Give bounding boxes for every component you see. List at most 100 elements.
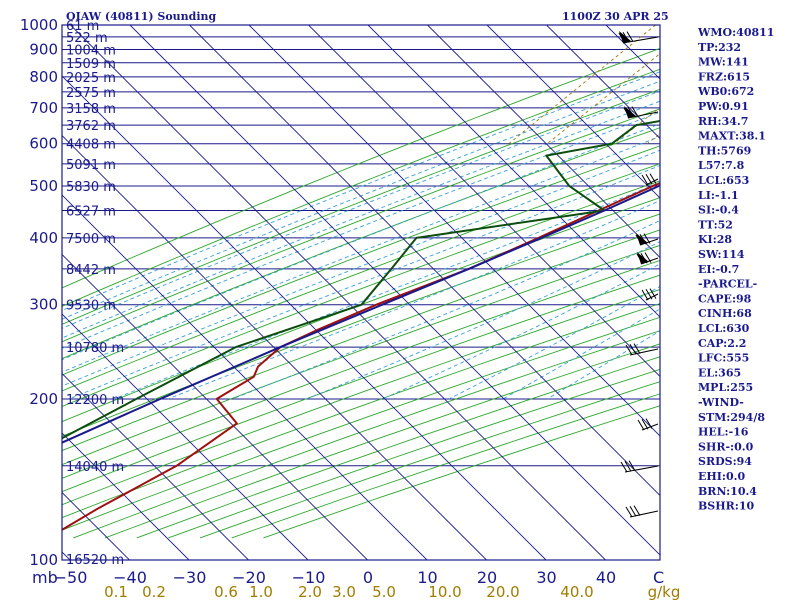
index-value: TP:232 xyxy=(698,41,741,54)
isotherm-20 xyxy=(486,25,660,199)
moist-adiabat-12 xyxy=(69,164,660,400)
index-value: RH:34.7 xyxy=(698,115,748,128)
isotherm-10 xyxy=(427,25,660,259)
temperature-axis-labels: −50 −40 −30 −20 −10 0 10 20 30 40 xyxy=(54,568,617,587)
moist-adiabat-4 xyxy=(62,135,660,373)
dry-adiabat-90 xyxy=(62,259,660,479)
index-value: -PARCEL- xyxy=(698,278,757,291)
index-value: EI:-0.7 xyxy=(698,263,739,276)
mixing-ratio-label: 40.0 xyxy=(560,583,593,600)
mixing-ratio-label: 0.1 xyxy=(104,583,128,600)
dry-adiabat--30 xyxy=(62,47,660,289)
dry-adiabat-20 xyxy=(62,145,660,376)
sounding-profiles xyxy=(62,120,660,531)
pressure-tick-label: 900 xyxy=(29,40,58,58)
isotherm--50 xyxy=(70,25,606,560)
height-label: 14040 m xyxy=(66,460,124,475)
index-value: BRN:10.4 xyxy=(698,485,757,498)
mixing-ratio-label: 2.0 xyxy=(298,583,322,600)
isotherm--150 xyxy=(0,25,11,560)
wind-barb xyxy=(625,505,659,518)
isotherm--70 xyxy=(62,134,487,560)
pressure-tick-label: 100 xyxy=(29,551,58,569)
height-label: 12200 m xyxy=(66,393,124,408)
index-value: FRZ:615 xyxy=(698,70,750,83)
mixing-ratio-line-0.2 xyxy=(547,53,660,145)
isotherm--40 xyxy=(129,25,660,556)
pressure-tick-label: 600 xyxy=(29,135,58,153)
index-value: EHI:0.0 xyxy=(698,470,745,483)
moist-adiabat-8 xyxy=(62,149,660,387)
dry-adiabat-30 xyxy=(62,163,660,392)
pressure-tick-label: 300 xyxy=(29,296,58,314)
dry-adiabat-50 xyxy=(62,197,660,423)
height-label: 7500 m xyxy=(66,232,116,247)
pressure-tick-label: 400 xyxy=(29,229,58,247)
mixing-ratio-labels: 0.1 0.2 0.6 1.0 2.0 3.0 5.0 10.0 20.0 40.0 g/kg xyxy=(104,583,680,600)
index-value: TT:52 xyxy=(698,218,733,231)
wind-barb xyxy=(618,31,659,44)
index-value: HEL:-16 xyxy=(698,426,749,439)
wind-barb xyxy=(641,173,659,186)
height-label: 9530 m xyxy=(66,299,116,314)
isotherm--100 xyxy=(62,313,309,560)
mixing-ratio-line-0.1 xyxy=(508,25,656,145)
index-value: CAP:2.2 xyxy=(698,337,746,350)
height-label: 61 m xyxy=(66,19,99,34)
pressure-tick-label: 1000 xyxy=(20,16,58,34)
index-value: L57:7.8 xyxy=(698,159,745,172)
dry-adiabat-110 xyxy=(62,289,660,506)
temperature-tick-label: −40 xyxy=(113,568,147,587)
height-label: 5091 m xyxy=(66,158,116,173)
wind-barb xyxy=(623,106,659,119)
plot-frame xyxy=(61,24,661,561)
index-value: LCL:630 xyxy=(698,322,750,335)
index-value: WMO:40811 xyxy=(697,26,774,39)
sounding-time: 1100Z 30 APR 25 xyxy=(562,10,669,23)
wind-barb xyxy=(637,418,659,431)
height-label: 4408 m xyxy=(66,138,116,153)
index-value: -WIND- xyxy=(698,396,744,409)
isotherm--120 xyxy=(62,432,190,560)
dry-adiabat-70 xyxy=(62,229,660,452)
mixing-ratio-label: g/kg xyxy=(648,583,681,600)
index-value: CAPE:98 xyxy=(698,292,752,305)
isotherm-lines xyxy=(0,25,660,560)
dry-adiabat-10 xyxy=(62,127,660,360)
mixing-ratio-label: 3.0 xyxy=(332,583,356,600)
index-value: SI:-0.4 xyxy=(698,204,739,217)
wind-barb xyxy=(641,288,659,301)
mixing-ratio-label: 0.2 xyxy=(142,583,166,600)
wind-barb xyxy=(620,460,659,473)
dry-adiabat-80 xyxy=(62,244,660,466)
moist-adiabat-44 xyxy=(547,330,660,400)
isotherm--10 xyxy=(308,25,660,378)
isotherm--20 xyxy=(248,25,660,437)
moist-adiabat--12 xyxy=(62,90,660,329)
temperature-tick-label: −10 xyxy=(292,568,326,587)
height-labels: 16520 m 14040 m 12200 m 10780 m 9530 m 8442 m… xyxy=(66,19,124,568)
isotherm-0 xyxy=(367,25,660,318)
isotherm--90 xyxy=(62,253,368,560)
isobar-lines xyxy=(62,24,660,561)
dry-adiabat-120 xyxy=(62,303,660,519)
height-label: 1509 m xyxy=(66,57,116,72)
dry-adiabat-130 xyxy=(62,316,660,531)
index-value: WB0:672 xyxy=(697,85,754,98)
pressure-unit-label: mb xyxy=(32,568,58,587)
dry-adiabat-100 xyxy=(62,274,660,493)
pressure-tick-label: 500 xyxy=(29,177,58,195)
mixing-ratio-label: 20.0 xyxy=(486,583,519,600)
height-label: 5830 m xyxy=(66,180,116,195)
index-value: BSHR:10 xyxy=(698,500,754,513)
index-value: LI:-1.1 xyxy=(698,189,739,202)
dry-adiabat--10 xyxy=(62,88,660,325)
index-value: EL:365 xyxy=(698,366,741,379)
wind-barb xyxy=(625,343,659,356)
index-value: PW:0.91 xyxy=(698,100,749,113)
index-value: LCL:653 xyxy=(698,174,749,187)
isotherm-30 xyxy=(546,25,660,140)
pressure-tick-label: 700 xyxy=(29,99,58,117)
chart-title: OIAW (40811) Sounding xyxy=(66,10,217,23)
